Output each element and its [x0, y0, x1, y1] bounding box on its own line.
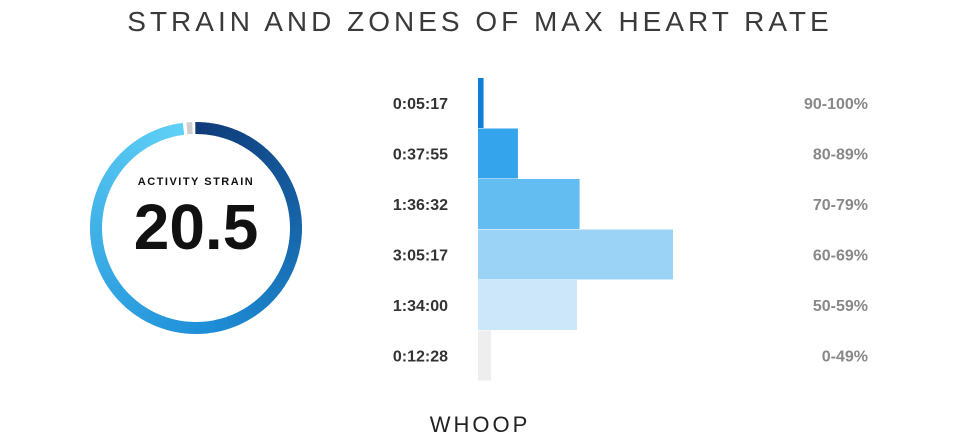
zone-bar [478, 128, 518, 179]
activity-strain-value: 20.5 [133, 191, 259, 263]
heart-rate-zone-chart: 0:05:17 90-100% 0:37:55 80-89% 1:36:32 70-79%… [393, 78, 868, 381]
zone-duration-label: 0:05:17 [393, 96, 448, 113]
zone-duration-label: 0:37:55 [393, 147, 448, 164]
zone-bar [478, 179, 580, 229]
zone-duration-label: 3:05:17 [393, 248, 448, 265]
zone-bar [478, 280, 577, 330]
zone-duration-label: 1:34:00 [393, 298, 448, 315]
activity-strain-label: ACTIVITY STRAIN [137, 176, 255, 188]
zone-range-label: 0-49% [822, 349, 868, 366]
strain-gauge [90, 122, 302, 334]
zone-range-label: 60-69% [813, 248, 868, 265]
page-title: STRAIN AND ZONES OF MAX HEART RATE [127, 6, 833, 37]
zone-duration-label: 0:12:28 [393, 349, 448, 366]
zone-range-label: 50-59% [813, 298, 868, 315]
zone-bar [478, 330, 492, 381]
zone-bar [478, 78, 484, 128]
zone-range-label: 90-100% [804, 96, 868, 113]
zone-duration-label: 1:36:32 [393, 197, 448, 214]
zone-range-label: 70-79% [813, 197, 868, 214]
zone-range-label: 80-89% [813, 147, 868, 164]
whoop-logo: WHOOP [429, 412, 531, 437]
zone-bar [478, 229, 673, 280]
